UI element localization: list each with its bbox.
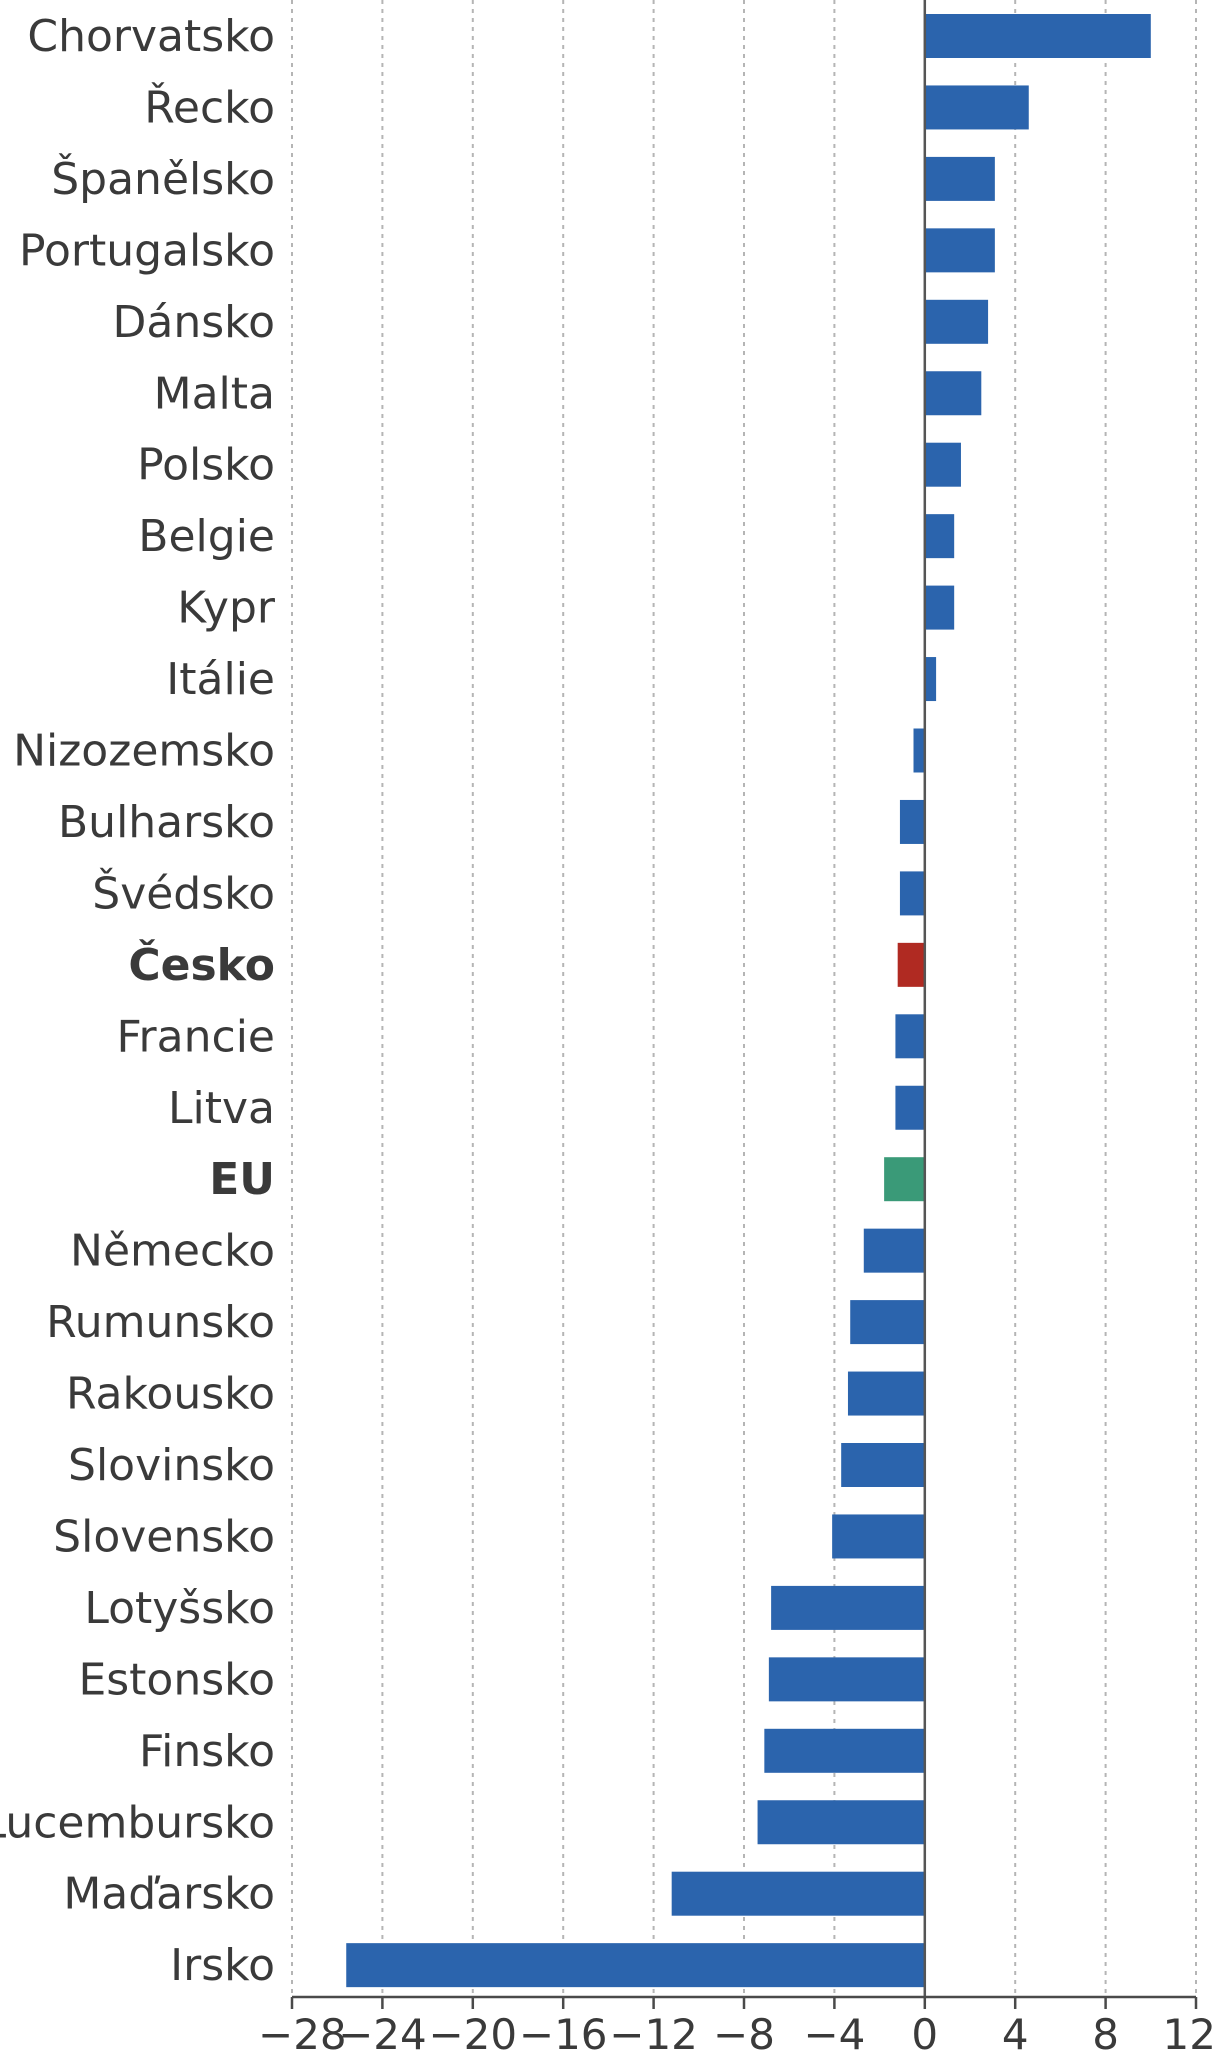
category-label: Kypr bbox=[177, 583, 276, 634]
x-tick-label: 8 bbox=[1092, 2010, 1119, 2059]
x-tick-label: −24 bbox=[338, 2010, 427, 2059]
bar bbox=[899, 871, 925, 916]
x-tick-label: −12 bbox=[609, 2010, 698, 2059]
bar bbox=[924, 657, 937, 702]
category-label: Portugalsko bbox=[19, 225, 275, 276]
axes bbox=[290, 0, 1198, 2009]
category-label: Rakousko bbox=[66, 1369, 275, 1420]
bar bbox=[671, 1871, 925, 1916]
category-label: Chorvatsko bbox=[27, 11, 275, 62]
category-label: Německo bbox=[70, 1226, 275, 1277]
category-label: Finsko bbox=[139, 1726, 275, 1777]
bar bbox=[924, 228, 995, 273]
bar bbox=[771, 1585, 925, 1630]
bar bbox=[924, 585, 955, 630]
bar bbox=[884, 1157, 925, 1202]
grid-lines bbox=[291, 0, 1197, 1997]
x-tick-label: 12 bbox=[1163, 2010, 1216, 2059]
category-label: Itálie bbox=[166, 654, 275, 705]
bar bbox=[924, 442, 961, 487]
bar bbox=[841, 1443, 925, 1487]
category-label: Irsko bbox=[170, 1940, 275, 1991]
category-label: Slovinsko bbox=[68, 1440, 275, 1491]
category-label: Česko bbox=[128, 938, 275, 991]
bar bbox=[832, 1514, 925, 1559]
bar bbox=[850, 1300, 925, 1345]
category-label: Lotyšsko bbox=[84, 1583, 275, 1634]
bar bbox=[913, 728, 925, 773]
bar bbox=[924, 156, 995, 201]
category-label: Bulharsko bbox=[58, 797, 275, 848]
bar bbox=[899, 799, 925, 844]
category-label: Estonsko bbox=[78, 1654, 275, 1705]
category-label: EU bbox=[209, 1154, 275, 1205]
bar bbox=[924, 299, 989, 344]
x-tick-label: −16 bbox=[519, 2010, 608, 2059]
x-tick-label: −28 bbox=[258, 2010, 347, 2059]
x-tick-label: −20 bbox=[428, 2010, 517, 2059]
x-tick-label: 4 bbox=[1002, 2010, 1029, 2059]
bar bbox=[924, 14, 1151, 58]
bar bbox=[924, 514, 955, 559]
bar bbox=[847, 1371, 925, 1416]
bar bbox=[863, 1228, 925, 1273]
bars bbox=[346, 14, 1151, 1988]
bar bbox=[897, 942, 925, 987]
category-label: Malta bbox=[154, 368, 275, 419]
bar bbox=[757, 1800, 925, 1845]
x-tick-label: −4 bbox=[803, 2010, 865, 2059]
category-label: Maďarsko bbox=[63, 1869, 275, 1920]
category-label: Litva bbox=[168, 1083, 275, 1134]
category-label: Řecko bbox=[144, 81, 275, 133]
category-label: Lucembursko bbox=[0, 1797, 275, 1848]
bar bbox=[346, 1943, 925, 1988]
bar bbox=[768, 1657, 925, 1702]
category-label: Španělsko bbox=[51, 152, 275, 205]
category-label: Nizozemsko bbox=[13, 726, 275, 777]
category-label: Polsko bbox=[137, 440, 275, 491]
tick-labels: −28−24 −20 −16 −12 −8 −4 0 4 8 12 bbox=[258, 2010, 1216, 2059]
bar bbox=[895, 1014, 925, 1059]
category-label: Rumunsko bbox=[46, 1297, 275, 1348]
category-labels: Chorvatsko Řecko Španělsko Portugalsko Dánsk… bbox=[0, 11, 276, 1991]
category-label: Francie bbox=[116, 1011, 275, 1062]
category-label: Švédsko bbox=[92, 866, 275, 919]
bar bbox=[895, 1085, 925, 1130]
category-label: Dánsko bbox=[113, 297, 276, 348]
category-label: Slovensko bbox=[53, 1511, 275, 1562]
bar bbox=[924, 85, 1029, 130]
x-tick-label: 0 bbox=[911, 2010, 938, 2059]
x-tick-label: −8 bbox=[713, 2010, 775, 2059]
bar bbox=[764, 1728, 925, 1773]
bar bbox=[924, 371, 982, 416]
category-label: Belgie bbox=[138, 511, 275, 562]
